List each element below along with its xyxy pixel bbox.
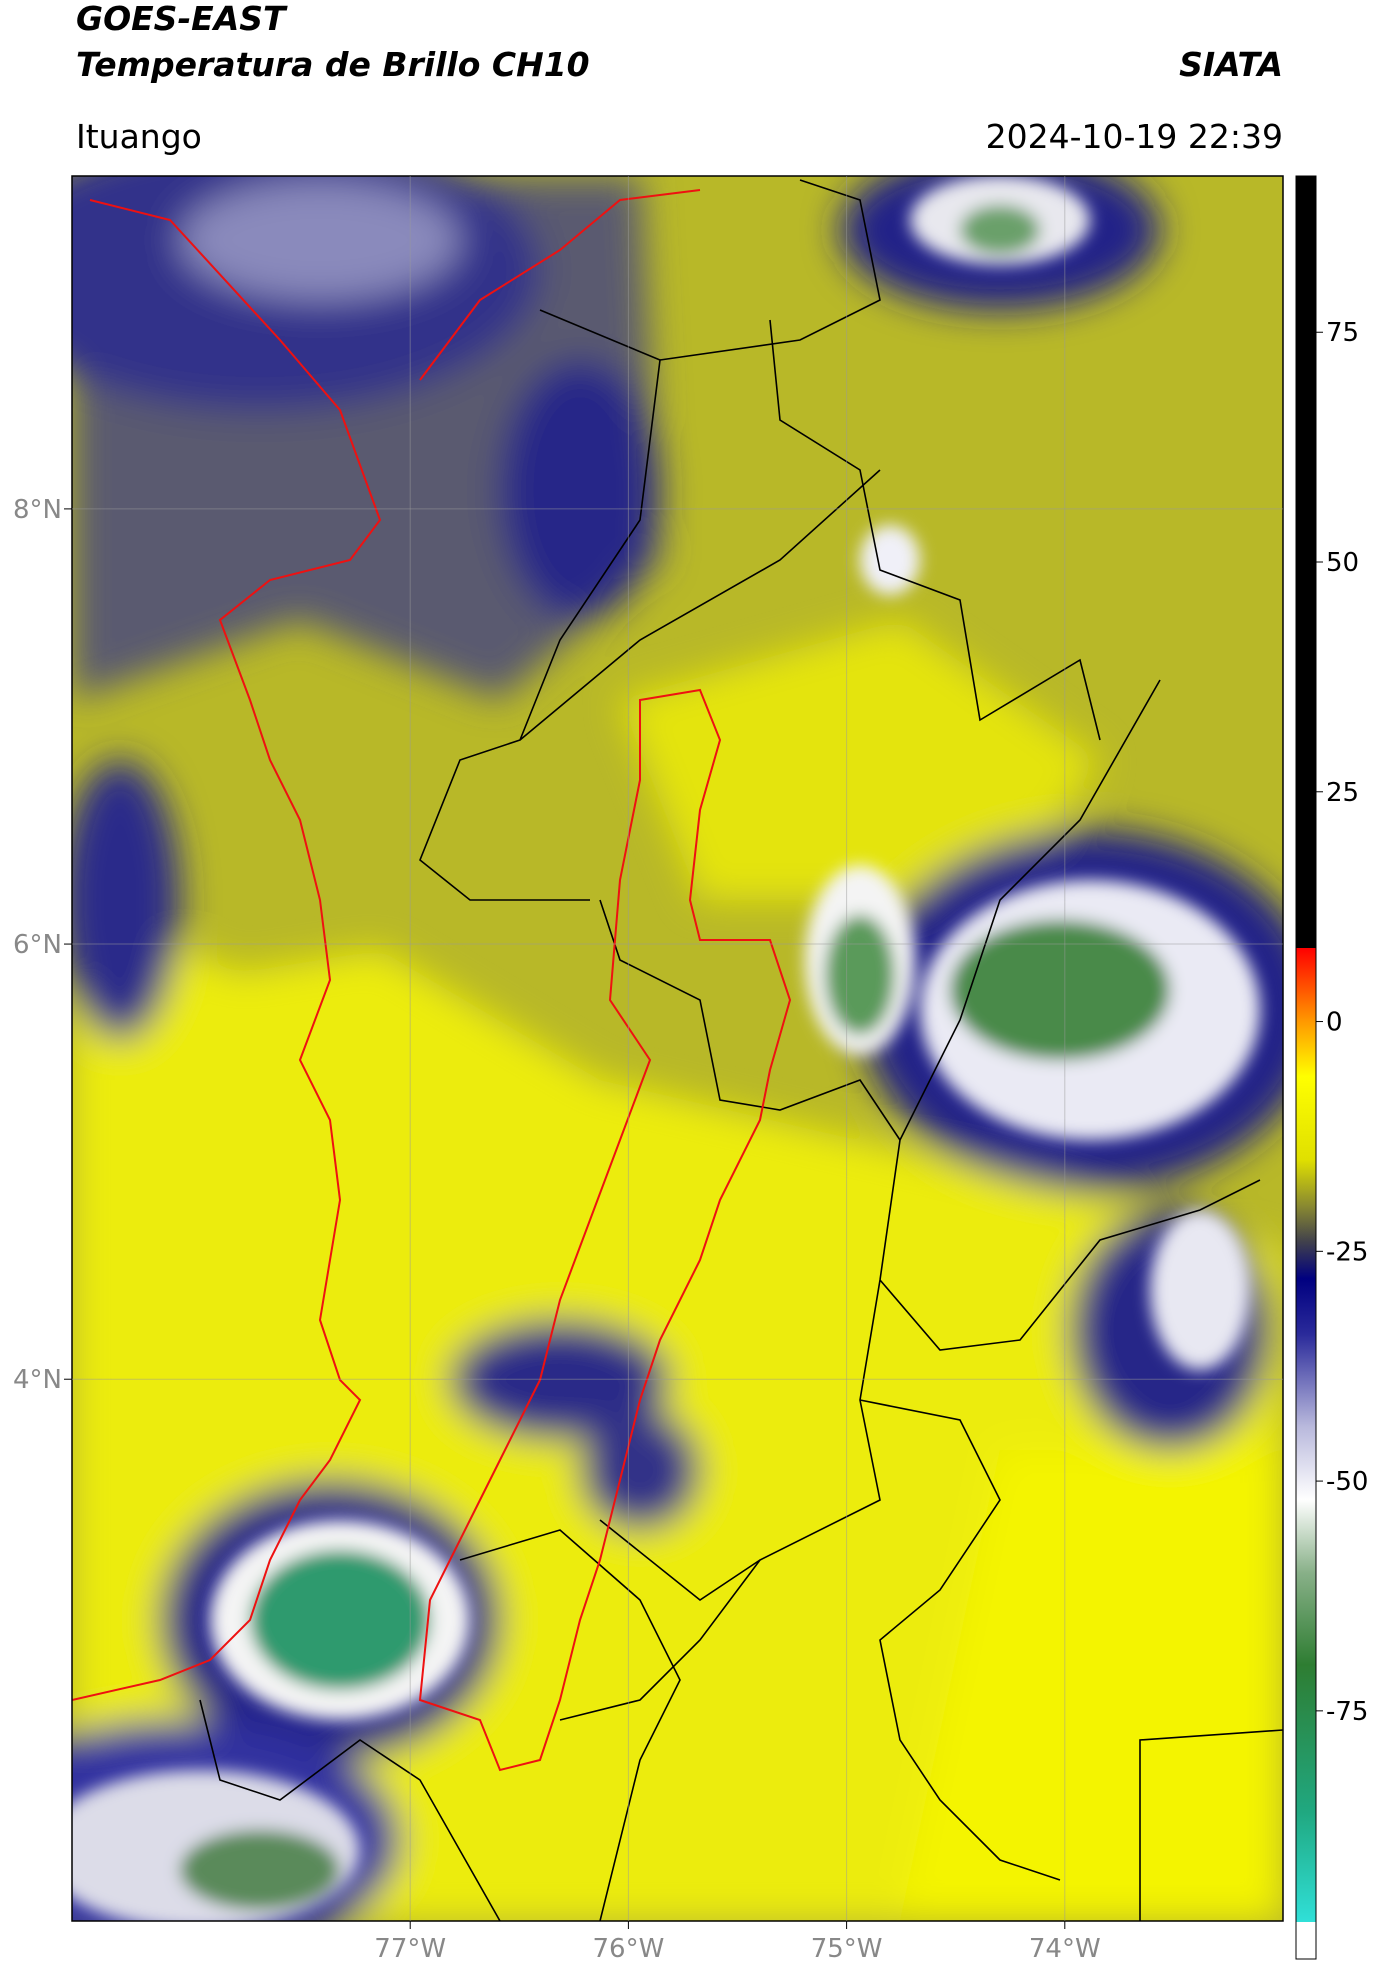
grid: 77°W 76°W 75°W 74°W 8°N 6°N 4°N bbox=[13, 176, 1283, 1964]
colorbar-tick-label: -25 bbox=[1326, 1237, 1368, 1267]
colorbar-tick-label: 25 bbox=[1326, 778, 1359, 808]
x-tick-label: 77°W bbox=[374, 1934, 446, 1964]
colorbar-tick-label: 75 bbox=[1326, 318, 1359, 348]
source: SIATA bbox=[1179, 45, 1283, 84]
datetime: 2024-10-19 22:39 bbox=[986, 117, 1283, 156]
map-frame bbox=[71, 175, 1284, 1922]
y-tick-label: 4°N bbox=[13, 1365, 62, 1395]
colorbar-tick-label: -50 bbox=[1326, 1467, 1368, 1497]
colorbar-tick-label: 50 bbox=[1326, 548, 1359, 578]
x-tick-label: 74°W bbox=[1029, 1934, 1101, 1964]
y-tick-label: 6°N bbox=[13, 930, 62, 960]
x-tick-label: 75°W bbox=[811, 1934, 883, 1964]
colorbar-bar bbox=[1295, 175, 1317, 1960]
x-tick-label: 76°W bbox=[593, 1934, 665, 1964]
subtitle: Temperatura de Brillo CH10 bbox=[76, 45, 590, 84]
map-imagery bbox=[72, 176, 1283, 1921]
colorbar-tick-label: 0 bbox=[1326, 1008, 1343, 1038]
y-tick-label: 8°N bbox=[13, 495, 62, 525]
colorbar: 75 50 25 0 -25 -50 -75 bbox=[1295, 175, 1368, 1960]
title: GOES-EAST bbox=[76, 0, 288, 38]
location: Ituango bbox=[76, 117, 202, 156]
colorbar-tick-label: -75 bbox=[1326, 1697, 1368, 1727]
